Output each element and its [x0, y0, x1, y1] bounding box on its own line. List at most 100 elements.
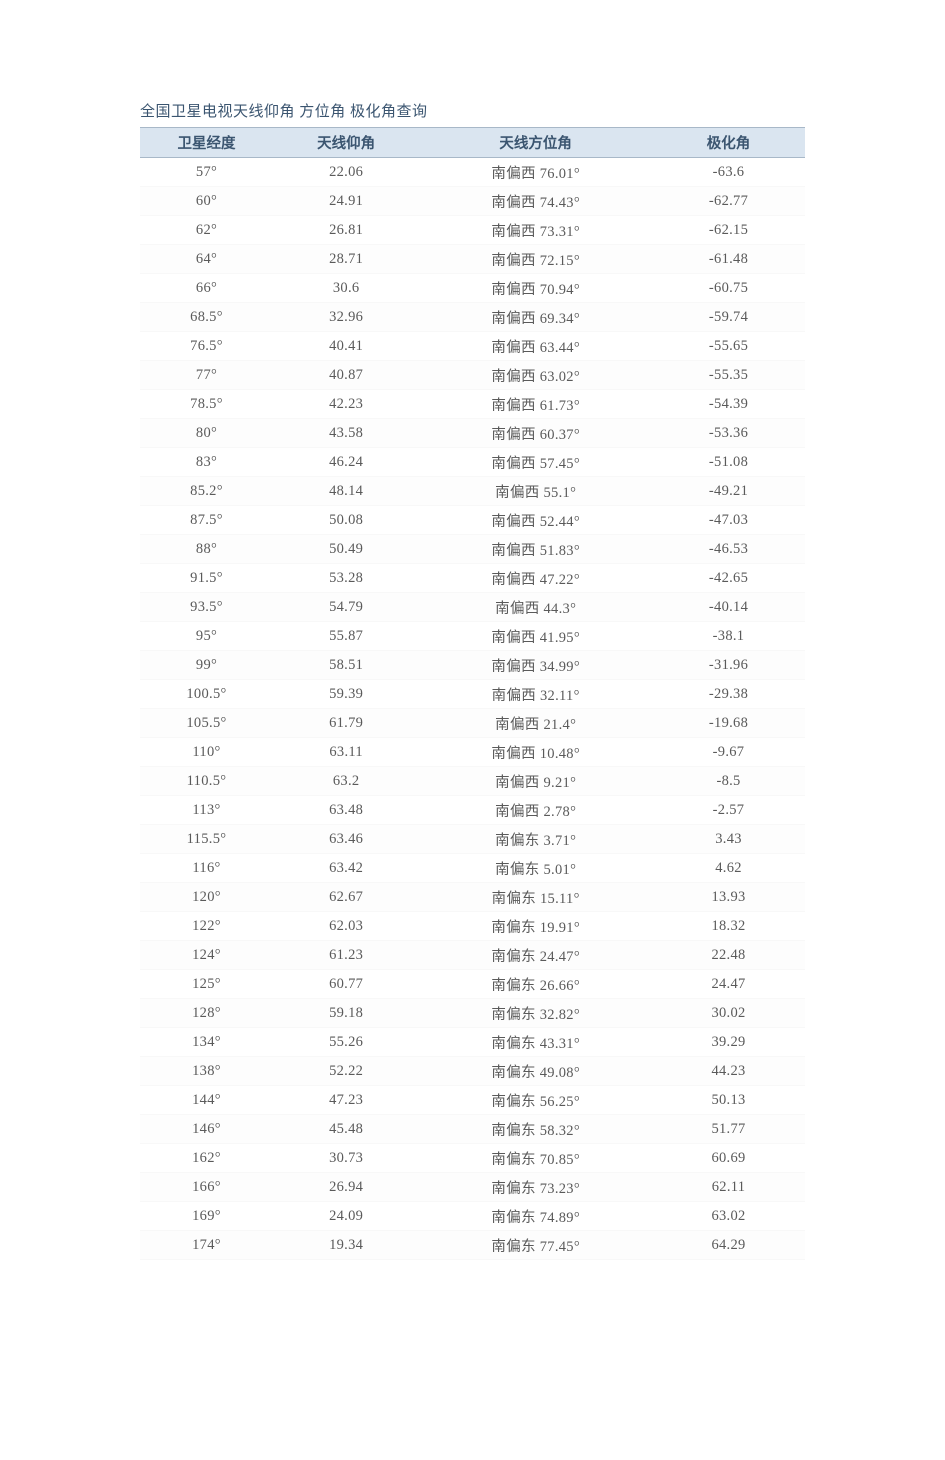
cell-elevation: 40.41	[273, 332, 419, 361]
cell-polarization: -38.1	[652, 622, 805, 651]
cell-polarization: -62.15	[652, 216, 805, 245]
cell-azimuth: 南偏西 51.83°	[419, 535, 652, 564]
cell-elevation: 61.23	[273, 941, 419, 970]
table-row: 110.5°63.2南偏西 9.21°-8.5	[140, 767, 805, 796]
cell-longitude: 122°	[140, 912, 273, 941]
table-row: 134°55.26南偏东 43.31°39.29	[140, 1028, 805, 1057]
cell-azimuth: 南偏西 34.99°	[419, 651, 652, 680]
table-row: 115.5°63.46南偏东 3.71°3.43	[140, 825, 805, 854]
table-header-row: 卫星经度 天线仰角 天线方位角 极化角	[140, 128, 805, 158]
cell-azimuth: 南偏西 70.94°	[419, 274, 652, 303]
cell-polarization: -40.14	[652, 593, 805, 622]
table-row: 68.5°32.96南偏西 69.34°-59.74	[140, 303, 805, 332]
table-row: 80°43.58南偏西 60.37°-53.36	[140, 419, 805, 448]
cell-elevation: 28.71	[273, 245, 419, 274]
cell-longitude: 80°	[140, 419, 273, 448]
table-row: 95°55.87南偏西 41.95°-38.1	[140, 622, 805, 651]
cell-longitude: 174°	[140, 1231, 273, 1260]
cell-elevation: 63.11	[273, 738, 419, 767]
table-row: 62°26.81南偏西 73.31°-62.15	[140, 216, 805, 245]
table-row: 100.5°59.39南偏西 32.11°-29.38	[140, 680, 805, 709]
cell-polarization: -8.5	[652, 767, 805, 796]
cell-longitude: 120°	[140, 883, 273, 912]
cell-azimuth: 南偏东 3.71°	[419, 825, 652, 854]
cell-elevation: 62.67	[273, 883, 419, 912]
cell-azimuth: 南偏西 55.1°	[419, 477, 652, 506]
cell-polarization: -31.96	[652, 651, 805, 680]
table-row: 85.2°48.14南偏西 55.1°-49.21	[140, 477, 805, 506]
table-row: 120°62.67南偏东 15.11°13.93	[140, 883, 805, 912]
cell-elevation: 63.2	[273, 767, 419, 796]
col-header-elevation: 天线仰角	[273, 128, 419, 158]
cell-polarization: -54.39	[652, 390, 805, 419]
cell-azimuth: 南偏西 69.34°	[419, 303, 652, 332]
cell-azimuth: 南偏西 61.73°	[419, 390, 652, 419]
cell-elevation: 48.14	[273, 477, 419, 506]
cell-elevation: 63.48	[273, 796, 419, 825]
table-row: 162°30.73南偏东 70.85°60.69	[140, 1144, 805, 1173]
cell-azimuth: 南偏西 10.48°	[419, 738, 652, 767]
cell-elevation: 50.49	[273, 535, 419, 564]
cell-elevation: 58.51	[273, 651, 419, 680]
cell-polarization: -51.08	[652, 448, 805, 477]
cell-elevation: 63.42	[273, 854, 419, 883]
table-row: 93.5°54.79南偏西 44.3°-40.14	[140, 593, 805, 622]
cell-longitude: 88°	[140, 535, 273, 564]
cell-polarization: -9.67	[652, 738, 805, 767]
col-header-longitude: 卫星经度	[140, 128, 273, 158]
cell-polarization: -61.48	[652, 245, 805, 274]
cell-polarization: 63.02	[652, 1202, 805, 1231]
cell-polarization: -62.77	[652, 187, 805, 216]
cell-elevation: 46.24	[273, 448, 419, 477]
table-row: 113°63.48南偏西 2.78°-2.57	[140, 796, 805, 825]
cell-polarization: 64.29	[652, 1231, 805, 1260]
cell-polarization: 60.69	[652, 1144, 805, 1173]
table-row: 77°40.87南偏西 63.02°-55.35	[140, 361, 805, 390]
cell-elevation: 40.87	[273, 361, 419, 390]
cell-longitude: 60°	[140, 187, 273, 216]
cell-longitude: 76.5°	[140, 332, 273, 361]
cell-longitude: 116°	[140, 854, 273, 883]
cell-longitude: 100.5°	[140, 680, 273, 709]
cell-azimuth: 南偏东 24.47°	[419, 941, 652, 970]
table-row: 146°45.48南偏东 58.32°51.77	[140, 1115, 805, 1144]
cell-longitude: 57°	[140, 158, 273, 187]
table-row: 128°59.18南偏东 32.82°30.02	[140, 999, 805, 1028]
cell-polarization: 24.47	[652, 970, 805, 999]
cell-polarization: -55.65	[652, 332, 805, 361]
cell-azimuth: 南偏东 58.32°	[419, 1115, 652, 1144]
cell-polarization: 13.93	[652, 883, 805, 912]
cell-elevation: 59.39	[273, 680, 419, 709]
cell-elevation: 24.91	[273, 187, 419, 216]
cell-polarization: -55.35	[652, 361, 805, 390]
cell-elevation: 19.34	[273, 1231, 419, 1260]
table-row: 105.5°61.79南偏西 21.4°-19.68	[140, 709, 805, 738]
cell-elevation: 54.79	[273, 593, 419, 622]
cell-longitude: 64°	[140, 245, 273, 274]
cell-longitude: 115.5°	[140, 825, 273, 854]
cell-polarization: -53.36	[652, 419, 805, 448]
cell-elevation: 55.26	[273, 1028, 419, 1057]
cell-azimuth: 南偏东 56.25°	[419, 1086, 652, 1115]
table-row: 57°22.06南偏西 76.01°-63.6	[140, 158, 805, 187]
cell-azimuth: 南偏西 63.44°	[419, 332, 652, 361]
table-row: 88°50.49南偏西 51.83°-46.53	[140, 535, 805, 564]
cell-polarization: -63.6	[652, 158, 805, 187]
table-row: 116°63.42南偏东 5.01°4.62	[140, 854, 805, 883]
cell-longitude: 87.5°	[140, 506, 273, 535]
cell-longitude: 68.5°	[140, 303, 273, 332]
cell-azimuth: 南偏西 9.21°	[419, 767, 652, 796]
cell-elevation: 60.77	[273, 970, 419, 999]
cell-longitude: 95°	[140, 622, 273, 651]
table-row: 64°28.71南偏西 72.15°-61.48	[140, 245, 805, 274]
cell-azimuth: 南偏西 57.45°	[419, 448, 652, 477]
table-row: 169°24.09南偏东 74.89°63.02	[140, 1202, 805, 1231]
cell-polarization: -59.74	[652, 303, 805, 332]
col-header-azimuth: 天线方位角	[419, 128, 652, 158]
cell-azimuth: 南偏东 32.82°	[419, 999, 652, 1028]
cell-polarization: -60.75	[652, 274, 805, 303]
cell-longitude: 110.5°	[140, 767, 273, 796]
cell-longitude: 91.5°	[140, 564, 273, 593]
cell-elevation: 53.28	[273, 564, 419, 593]
cell-elevation: 30.73	[273, 1144, 419, 1173]
